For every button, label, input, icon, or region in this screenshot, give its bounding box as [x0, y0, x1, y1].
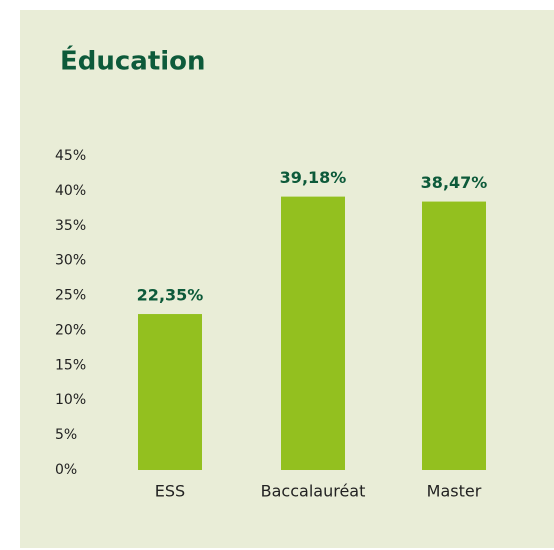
bar: [422, 201, 486, 471]
y-tick-label: 0%: [55, 462, 77, 478]
value-label: 38,47%: [421, 173, 488, 192]
value-label: 22,35%: [137, 286, 204, 305]
y-tick-label: 45%: [55, 148, 86, 164]
y-tick-label: 25%: [55, 288, 86, 304]
y-tick-label: 40%: [55, 183, 86, 199]
x-tick-label: Baccalauréat: [261, 482, 366, 501]
y-tick-label: 10%: [55, 392, 86, 408]
y-tick-label: 20%: [55, 322, 86, 338]
chart-title: Éducation: [60, 45, 206, 77]
value-label: 39,18%: [280, 168, 347, 187]
x-tick-label: Master: [427, 482, 482, 501]
bar: [138, 314, 202, 470]
y-tick-label: 15%: [55, 357, 86, 373]
y-tick-label: 35%: [55, 218, 86, 234]
bar: [281, 196, 345, 471]
y-tick-label: 5%: [55, 427, 77, 443]
y-tick-label: 30%: [55, 253, 86, 269]
x-tick-label: ESS: [155, 482, 185, 501]
